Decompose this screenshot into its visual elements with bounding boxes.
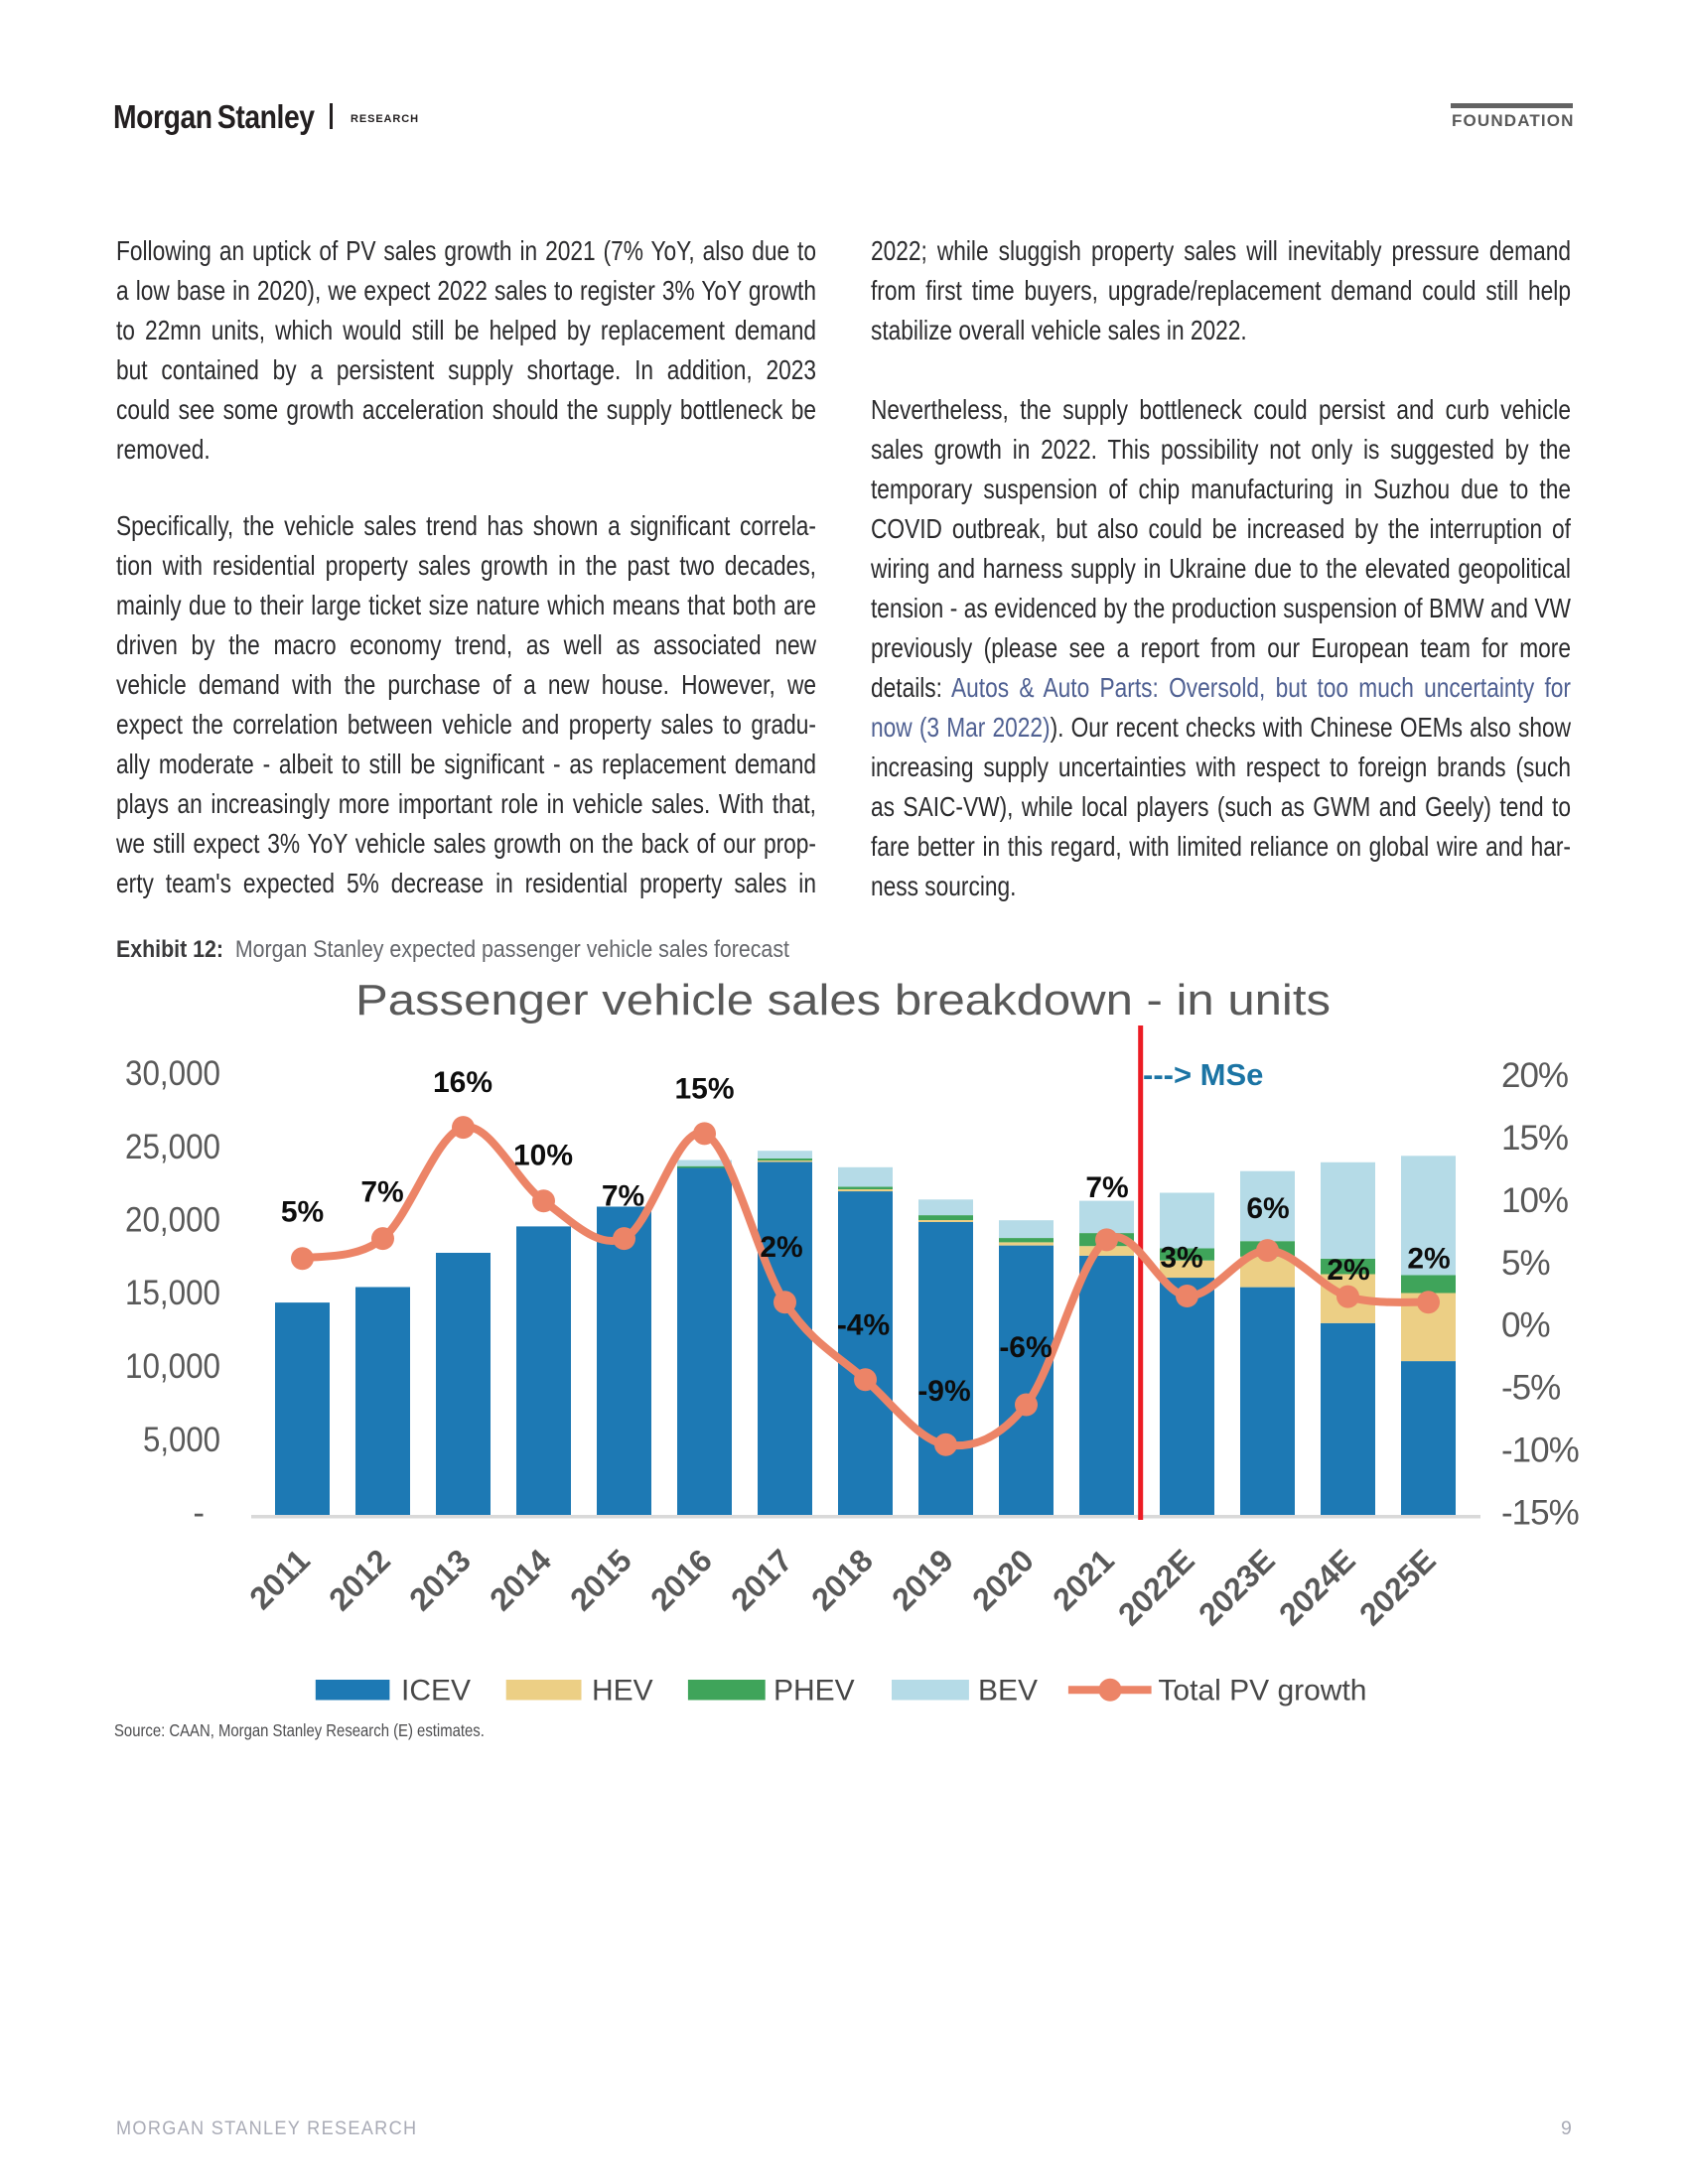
svg-text:2022E: 2022E <box>1111 1542 1201 1632</box>
svg-text:-15%: -15% <box>1501 1494 1579 1533</box>
svg-text:Total PV growth: Total PV growth <box>1158 1675 1366 1707</box>
svg-text:2021: 2021 <box>1046 1542 1121 1617</box>
svg-text:2016: 2016 <box>643 1542 719 1617</box>
svg-text:15,000: 15,000 <box>125 1274 220 1312</box>
svg-text:2%: 2% <box>1327 1254 1369 1287</box>
svg-text:10%: 10% <box>1501 1181 1568 1220</box>
svg-text:2%: 2% <box>1407 1242 1450 1275</box>
svg-text:2014: 2014 <box>483 1542 558 1617</box>
svg-text:16%: 16% <box>433 1066 492 1099</box>
svg-text:ICEV: ICEV <box>401 1675 471 1707</box>
svg-text:BEV: BEV <box>978 1675 1038 1707</box>
svg-text:15%: 15% <box>1501 1119 1568 1158</box>
svg-text:2011: 2011 <box>242 1542 317 1616</box>
svg-text:10,000: 10,000 <box>125 1347 220 1386</box>
svg-text:10%: 10% <box>513 1139 573 1171</box>
svg-text:0%: 0% <box>1501 1306 1550 1345</box>
svg-text:5%: 5% <box>281 1196 324 1229</box>
svg-text:2025E: 2025E <box>1352 1542 1443 1632</box>
svg-text:2023E: 2023E <box>1192 1542 1282 1632</box>
svg-text:20%: 20% <box>1501 1056 1568 1095</box>
svg-text:7%: 7% <box>360 1176 403 1209</box>
svg-text:-4%: -4% <box>837 1308 890 1341</box>
svg-text:5,000: 5,000 <box>143 1421 220 1459</box>
svg-text:2013: 2013 <box>402 1542 478 1617</box>
svg-text:3%: 3% <box>1160 1241 1202 1274</box>
svg-text:25,000: 25,000 <box>125 1128 220 1166</box>
svg-text:6%: 6% <box>1246 1192 1289 1225</box>
svg-text:2019: 2019 <box>885 1542 960 1617</box>
svg-text:HEV: HEV <box>592 1675 653 1707</box>
svg-text:PHEV: PHEV <box>774 1675 855 1707</box>
svg-text:2%: 2% <box>760 1231 802 1264</box>
svg-text:-5%: -5% <box>1501 1369 1560 1408</box>
svg-text:2020: 2020 <box>965 1542 1041 1617</box>
svg-text:-9%: -9% <box>917 1375 970 1408</box>
svg-text:---> MSe: ---> MSe <box>1143 1057 1263 1092</box>
svg-text:2015: 2015 <box>563 1542 638 1617</box>
svg-text:20,000: 20,000 <box>125 1201 220 1240</box>
svg-text:15%: 15% <box>674 1073 734 1106</box>
svg-text:-10%: -10% <box>1501 1432 1579 1470</box>
svg-text:7%: 7% <box>1085 1171 1128 1204</box>
svg-text:2012: 2012 <box>322 1542 397 1617</box>
svg-text:2018: 2018 <box>804 1542 880 1617</box>
svg-text:-: - <box>193 1494 205 1533</box>
svg-text:2017: 2017 <box>724 1542 799 1617</box>
svg-text:7%: 7% <box>602 1180 644 1213</box>
svg-text:30,000: 30,000 <box>125 1054 220 1093</box>
svg-text:Passenger vehicle sales breakd: Passenger vehicle sales breakdown - in u… <box>355 976 1331 1024</box>
svg-text:5%: 5% <box>1501 1244 1550 1283</box>
svg-text:2024E: 2024E <box>1272 1542 1362 1632</box>
svg-text:-6%: -6% <box>999 1331 1052 1364</box>
